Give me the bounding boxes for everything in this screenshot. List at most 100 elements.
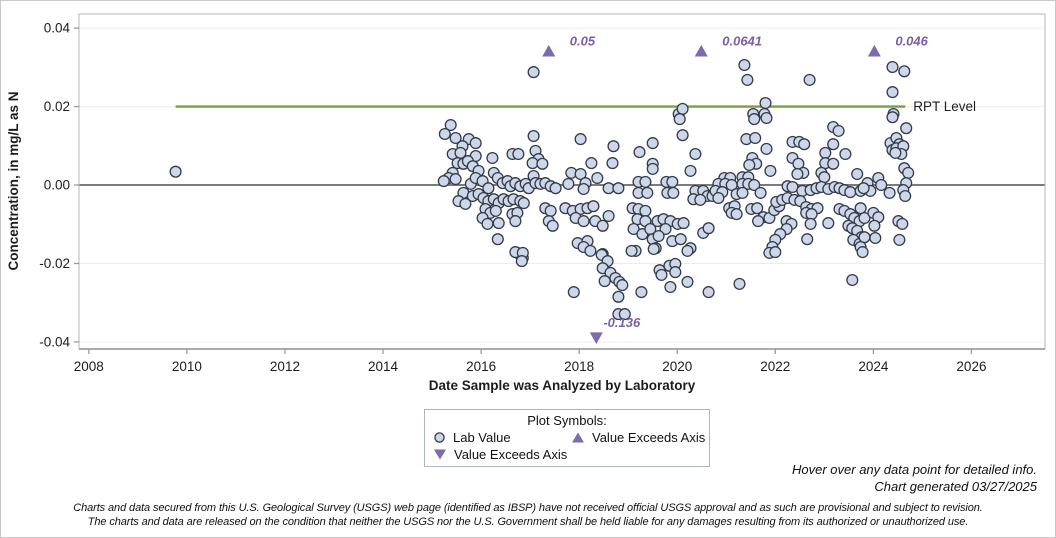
lab-value-point[interactable] bbox=[641, 186, 654, 199]
lab-value-point[interactable] bbox=[585, 157, 598, 170]
lab-value-point[interactable] bbox=[515, 255, 528, 268]
lab-value-point[interactable] bbox=[509, 215, 522, 228]
lab-value-point[interactable] bbox=[517, 197, 530, 210]
lab-value-point[interactable] bbox=[577, 215, 590, 228]
lab-value-point[interactable] bbox=[606, 157, 619, 170]
lab-value-point[interactable] bbox=[598, 275, 611, 288]
lab-value-point[interactable] bbox=[596, 219, 609, 232]
lab-value-point[interactable] bbox=[639, 175, 652, 188]
lab-value-point[interactable] bbox=[481, 217, 494, 230]
exceeds-axis-marker[interactable] bbox=[589, 332, 603, 345]
lab-value-point[interactable] bbox=[730, 208, 743, 221]
lab-value-point[interactable] bbox=[482, 182, 495, 195]
lab-value-point[interactable] bbox=[625, 244, 638, 257]
lab-value-point[interactable] bbox=[664, 280, 677, 294]
lab-value-point[interactable] bbox=[832, 124, 845, 137]
lab-value-point[interactable] bbox=[627, 222, 640, 236]
lab-value-point[interactable] bbox=[883, 186, 896, 199]
lab-value-point[interactable] bbox=[898, 65, 911, 78]
lab-value-point[interactable] bbox=[574, 133, 587, 146]
lab-value-point[interactable] bbox=[822, 217, 835, 230]
lab-value-point[interactable] bbox=[681, 244, 694, 257]
lab-value-point[interactable] bbox=[437, 175, 450, 188]
lab-value-point[interactable] bbox=[751, 202, 764, 215]
lab-value-point[interactable] bbox=[754, 186, 767, 199]
lab-value-point[interactable] bbox=[702, 222, 715, 235]
lab-value-point[interactable] bbox=[896, 217, 909, 230]
lab-value-point[interactable] bbox=[574, 167, 587, 181]
lab-value-point[interactable] bbox=[886, 86, 899, 99]
lab-value-point[interactable] bbox=[616, 279, 629, 292]
lab-value-point[interactable] bbox=[169, 165, 182, 178]
lab-value-point[interactable] bbox=[667, 186, 680, 199]
lab-value-point[interactable] bbox=[818, 171, 831, 184]
lab-value-point[interactable] bbox=[846, 273, 859, 287]
lab-value-point[interactable] bbox=[646, 137, 659, 150]
lab-value-point[interactable] bbox=[646, 162, 659, 175]
lab-value-point[interactable] bbox=[639, 204, 652, 217]
exceeds-axis-marker[interactable] bbox=[694, 44, 708, 57]
lab-value-point[interactable] bbox=[607, 140, 620, 153]
lab-value-point[interactable] bbox=[602, 209, 615, 223]
lab-value-point[interactable] bbox=[798, 138, 811, 151]
lab-value-point[interactable] bbox=[486, 151, 499, 165]
lab-value-point[interactable] bbox=[676, 129, 689, 142]
lab-value-point[interactable] bbox=[655, 268, 668, 281]
lab-value-point[interactable] bbox=[612, 182, 625, 195]
lab-value-point[interactable] bbox=[591, 171, 604, 185]
lab-value-point[interactable] bbox=[889, 146, 902, 159]
lab-value-point[interactable] bbox=[546, 219, 559, 232]
lab-value-point[interactable] bbox=[527, 66, 540, 79]
lab-value-point[interactable] bbox=[743, 158, 756, 172]
lab-value-point[interactable] bbox=[536, 157, 549, 170]
lab-value-point[interactable] bbox=[652, 229, 665, 243]
lab-value-point[interactable] bbox=[647, 242, 660, 256]
lab-value-point[interactable] bbox=[886, 60, 899, 74]
lab-value-point[interactable] bbox=[844, 186, 857, 199]
lab-value-point[interactable] bbox=[567, 286, 580, 299]
lab-value-point[interactable] bbox=[587, 200, 600, 213]
lab-value-point[interactable] bbox=[858, 211, 871, 225]
lab-value-point[interactable] bbox=[702, 286, 715, 299]
lab-value-point[interactable] bbox=[449, 131, 462, 145]
lab-value-point[interactable] bbox=[752, 215, 765, 228]
lab-value-point[interactable] bbox=[804, 217, 817, 230]
lab-value-point[interactable] bbox=[673, 113, 686, 126]
lab-value-point[interactable] bbox=[489, 204, 502, 217]
lab-value-point[interactable] bbox=[733, 277, 746, 290]
lab-value-point[interactable] bbox=[666, 175, 679, 188]
lab-value-point[interactable] bbox=[444, 118, 457, 132]
lab-value-point[interactable] bbox=[526, 157, 539, 170]
lab-value-point[interactable] bbox=[769, 246, 782, 259]
lab-value-point[interactable] bbox=[741, 73, 754, 86]
lab-value-point[interactable] bbox=[676, 102, 689, 115]
lab-value-point[interactable] bbox=[549, 182, 562, 195]
lab-value-point[interactable] bbox=[438, 127, 451, 141]
lab-value-point[interactable] bbox=[748, 178, 761, 192]
lab-value-point[interactable] bbox=[868, 219, 881, 232]
lab-value-point[interactable] bbox=[635, 286, 648, 299]
lab-value-point[interactable] bbox=[819, 146, 832, 159]
lab-value-point[interactable] bbox=[618, 308, 631, 321]
lab-value-point[interactable] bbox=[669, 266, 682, 279]
lab-value-point[interactable] bbox=[791, 167, 804, 181]
lab-value-point[interactable] bbox=[736, 186, 749, 199]
lab-value-point[interactable] bbox=[749, 131, 762, 145]
lab-value-point[interactable] bbox=[677, 217, 690, 230]
lab-value-point[interactable] bbox=[902, 166, 915, 179]
lab-value-point[interactable] bbox=[839, 147, 852, 161]
lab-value-point[interactable] bbox=[886, 111, 899, 124]
lab-value-point[interactable] bbox=[492, 217, 505, 230]
lab-value-point[interactable] bbox=[689, 147, 702, 161]
lab-value-point[interactable] bbox=[857, 182, 870, 195]
lab-value-point[interactable] bbox=[544, 204, 557, 217]
lab-value-point[interactable] bbox=[869, 231, 882, 245]
lab-value-point[interactable] bbox=[459, 197, 472, 210]
lab-value-point[interactable] bbox=[893, 233, 906, 246]
lab-value-point[interactable] bbox=[827, 138, 840, 151]
lab-value-point[interactable] bbox=[851, 167, 864, 181]
lab-value-point[interactable] bbox=[900, 122, 913, 135]
exceeds-axis-marker[interactable] bbox=[867, 44, 881, 57]
lab-value-point[interactable] bbox=[827, 157, 840, 170]
lab-value-point[interactable] bbox=[712, 191, 725, 205]
